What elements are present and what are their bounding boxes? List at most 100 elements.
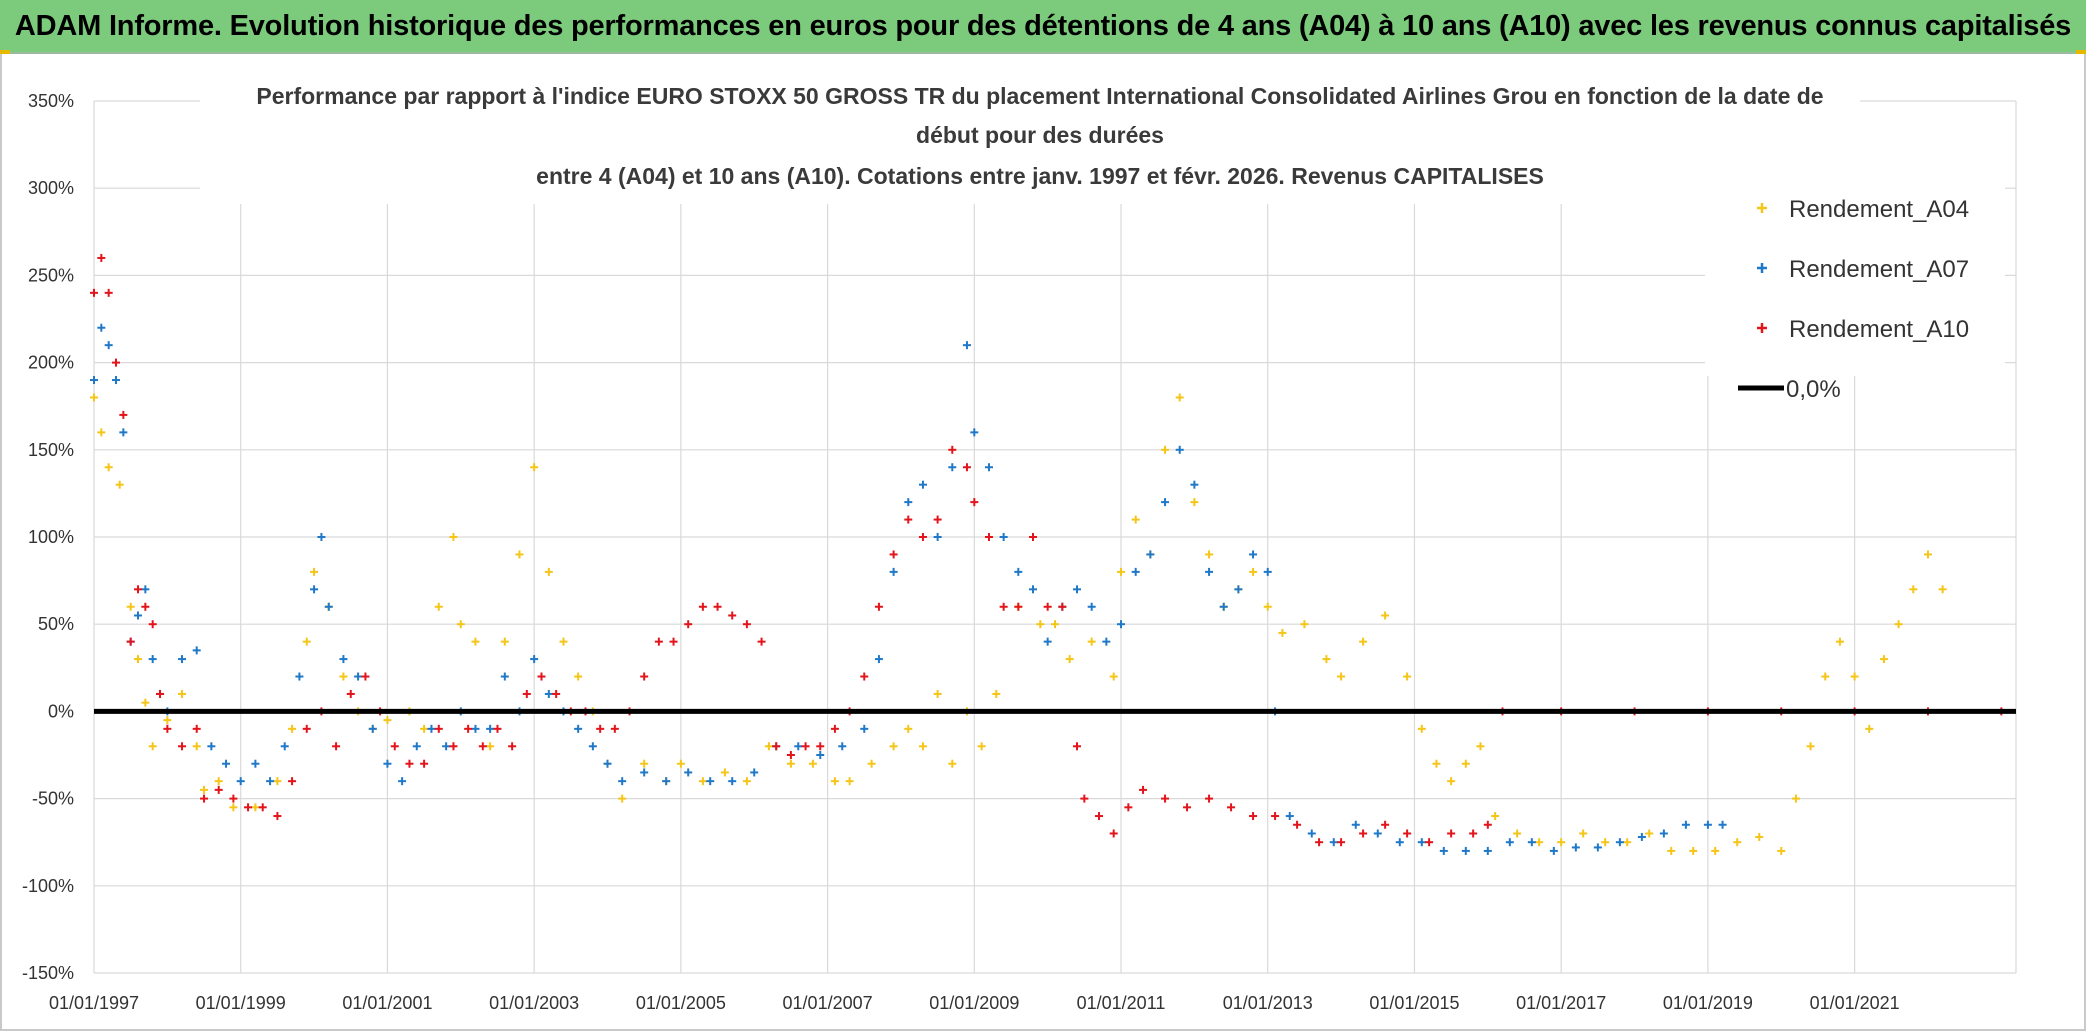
data-point <box>1205 794 1214 803</box>
data-point <box>640 759 649 768</box>
data-point <box>251 803 260 812</box>
data-point <box>1271 812 1280 821</box>
data-point <box>112 376 121 385</box>
data-point <box>1065 655 1074 664</box>
legend-label: Rendement_A04 <box>1789 196 1969 223</box>
data-point <box>574 672 583 681</box>
data-point <box>115 480 124 489</box>
data-point <box>1175 393 1184 402</box>
data-point <box>1087 602 1096 611</box>
data-point <box>1183 803 1192 812</box>
data-point <box>874 655 883 664</box>
data-point <box>90 393 98 402</box>
data-point <box>500 637 509 646</box>
data-point <box>1234 585 1243 594</box>
y-tick-label: 350% <box>28 91 74 111</box>
data-point <box>1073 585 1082 594</box>
data-point <box>1249 550 1258 559</box>
data-point <box>1601 838 1610 847</box>
data-point <box>1322 655 1331 664</box>
data-point <box>1835 637 1844 646</box>
data-point <box>361 672 370 681</box>
data-point <box>236 777 245 786</box>
data-point <box>948 759 957 768</box>
data-point <box>214 785 223 794</box>
data-point <box>1205 550 1214 559</box>
data-point <box>192 742 201 751</box>
data-point <box>1080 794 1089 803</box>
data-point <box>1850 672 1859 681</box>
data-point <box>398 777 407 786</box>
data-point <box>610 724 619 733</box>
data-point <box>178 655 187 664</box>
data-point <box>970 428 979 437</box>
data-point <box>1307 829 1316 838</box>
data-point <box>684 620 693 629</box>
data-point <box>1711 846 1720 855</box>
data-point <box>163 716 172 725</box>
data-point <box>97 428 106 437</box>
y-tick-label: 50% <box>38 614 74 634</box>
data-point <box>1571 843 1580 852</box>
data-point <box>126 602 135 611</box>
data-point <box>1395 838 1404 847</box>
data-point <box>654 637 663 646</box>
data-point <box>486 742 495 751</box>
data-point <box>1190 480 1199 489</box>
data-point <box>1718 820 1727 829</box>
data-point <box>933 515 942 524</box>
y-tick-label: 150% <box>28 440 74 460</box>
data-point <box>500 672 509 681</box>
data-point <box>728 777 737 786</box>
data-point <box>464 724 473 733</box>
data-point <box>918 742 927 751</box>
data-point <box>640 768 649 777</box>
data-point <box>1689 846 1698 855</box>
data-point <box>530 463 539 472</box>
data-point <box>1755 832 1764 841</box>
data-point <box>530 655 539 664</box>
data-point <box>449 742 458 751</box>
data-point <box>1109 672 1118 681</box>
data-point <box>148 620 157 629</box>
data-point <box>266 777 275 786</box>
y-tick-label: 300% <box>28 178 74 198</box>
data-point <box>148 655 157 664</box>
data-point <box>874 602 883 611</box>
data-point <box>1777 846 1786 855</box>
data-point <box>742 777 751 786</box>
data-point <box>207 742 216 751</box>
data-point <box>742 620 751 629</box>
data-point <box>156 689 165 698</box>
data-point <box>816 742 825 751</box>
data-point <box>1227 803 1236 812</box>
data-point <box>1879 655 1888 664</box>
data-point <box>948 463 957 472</box>
y-tick-label: -50% <box>32 789 74 809</box>
data-point <box>684 768 693 777</box>
data-point <box>999 602 1008 611</box>
data-point <box>1447 777 1456 786</box>
data-point <box>1014 567 1023 576</box>
data-point <box>1593 843 1602 852</box>
data-point <box>1579 829 1588 838</box>
data-point <box>1623 838 1632 847</box>
data-point <box>698 777 707 786</box>
data-point <box>434 724 443 733</box>
data-point <box>258 803 267 812</box>
data-point <box>522 689 531 698</box>
data-point <box>104 341 113 350</box>
data-point <box>1461 759 1470 768</box>
data-point <box>1117 567 1126 576</box>
data-point <box>1733 838 1742 847</box>
data-point <box>1667 846 1676 855</box>
chart-series <box>90 253 2016 855</box>
data-point <box>1439 846 1448 855</box>
data-point <box>933 689 942 698</box>
data-point <box>1381 820 1390 829</box>
data-point <box>1263 567 1272 576</box>
y-tick-label: 200% <box>28 353 74 373</box>
data-point <box>1043 637 1052 646</box>
data-point <box>1535 838 1544 847</box>
data-point <box>962 463 971 472</box>
